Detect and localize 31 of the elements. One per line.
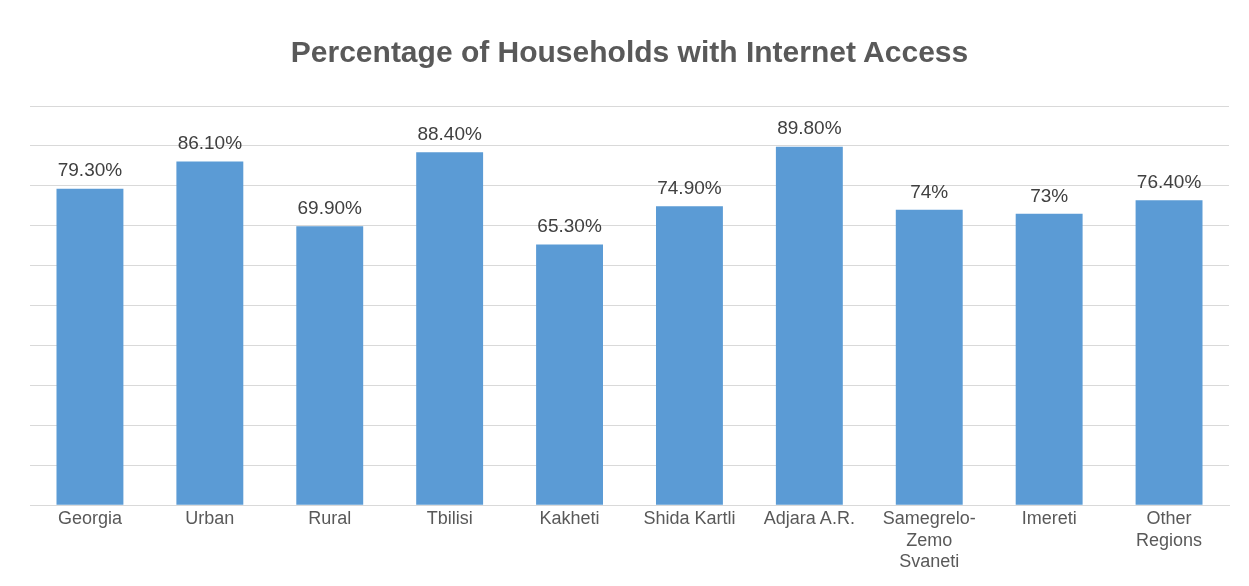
x-tick-label: Urban (185, 507, 235, 528)
bar (296, 226, 364, 505)
chart-title: Percentage of Households with Internet Access (290, 35, 969, 69)
data-label: 74.90% (657, 176, 722, 198)
data-label: 86.10% (177, 132, 243, 154)
bar (536, 244, 603, 505)
x-tick-label: Kakheti (539, 507, 600, 528)
x-tick-label: Other Regions (1136, 507, 1203, 550)
bar (656, 206, 723, 505)
data-label: 76.40% (1136, 170, 1202, 192)
data-label: 88.40% (417, 123, 482, 145)
data-label: 69.90% (297, 196, 363, 218)
x-tick-label: Adjara A.R. (763, 507, 855, 528)
x-tick-label: Georgia (57, 507, 123, 528)
data-label: 65.30% (537, 215, 602, 237)
data-label: 89.80% (777, 117, 842, 139)
x-tick-label: Rural (308, 507, 352, 528)
bar (176, 161, 244, 505)
x-tick-label: Shida Kartli (643, 507, 736, 528)
bar (1135, 200, 1203, 505)
x-tick-label: Imereti (1021, 507, 1077, 528)
x-tick-label: Samegrelo-Zemo Svaneti (882, 507, 976, 572)
bar (56, 188, 124, 505)
bar (1015, 213, 1083, 505)
bar (895, 209, 963, 505)
bar (775, 146, 843, 505)
data-label: 73% (1030, 184, 1069, 206)
bar (416, 152, 484, 505)
x-tick-label: Tbilisi (426, 507, 473, 528)
data-label: 79.30% (57, 159, 123, 181)
data-label: 74% (910, 180, 949, 202)
